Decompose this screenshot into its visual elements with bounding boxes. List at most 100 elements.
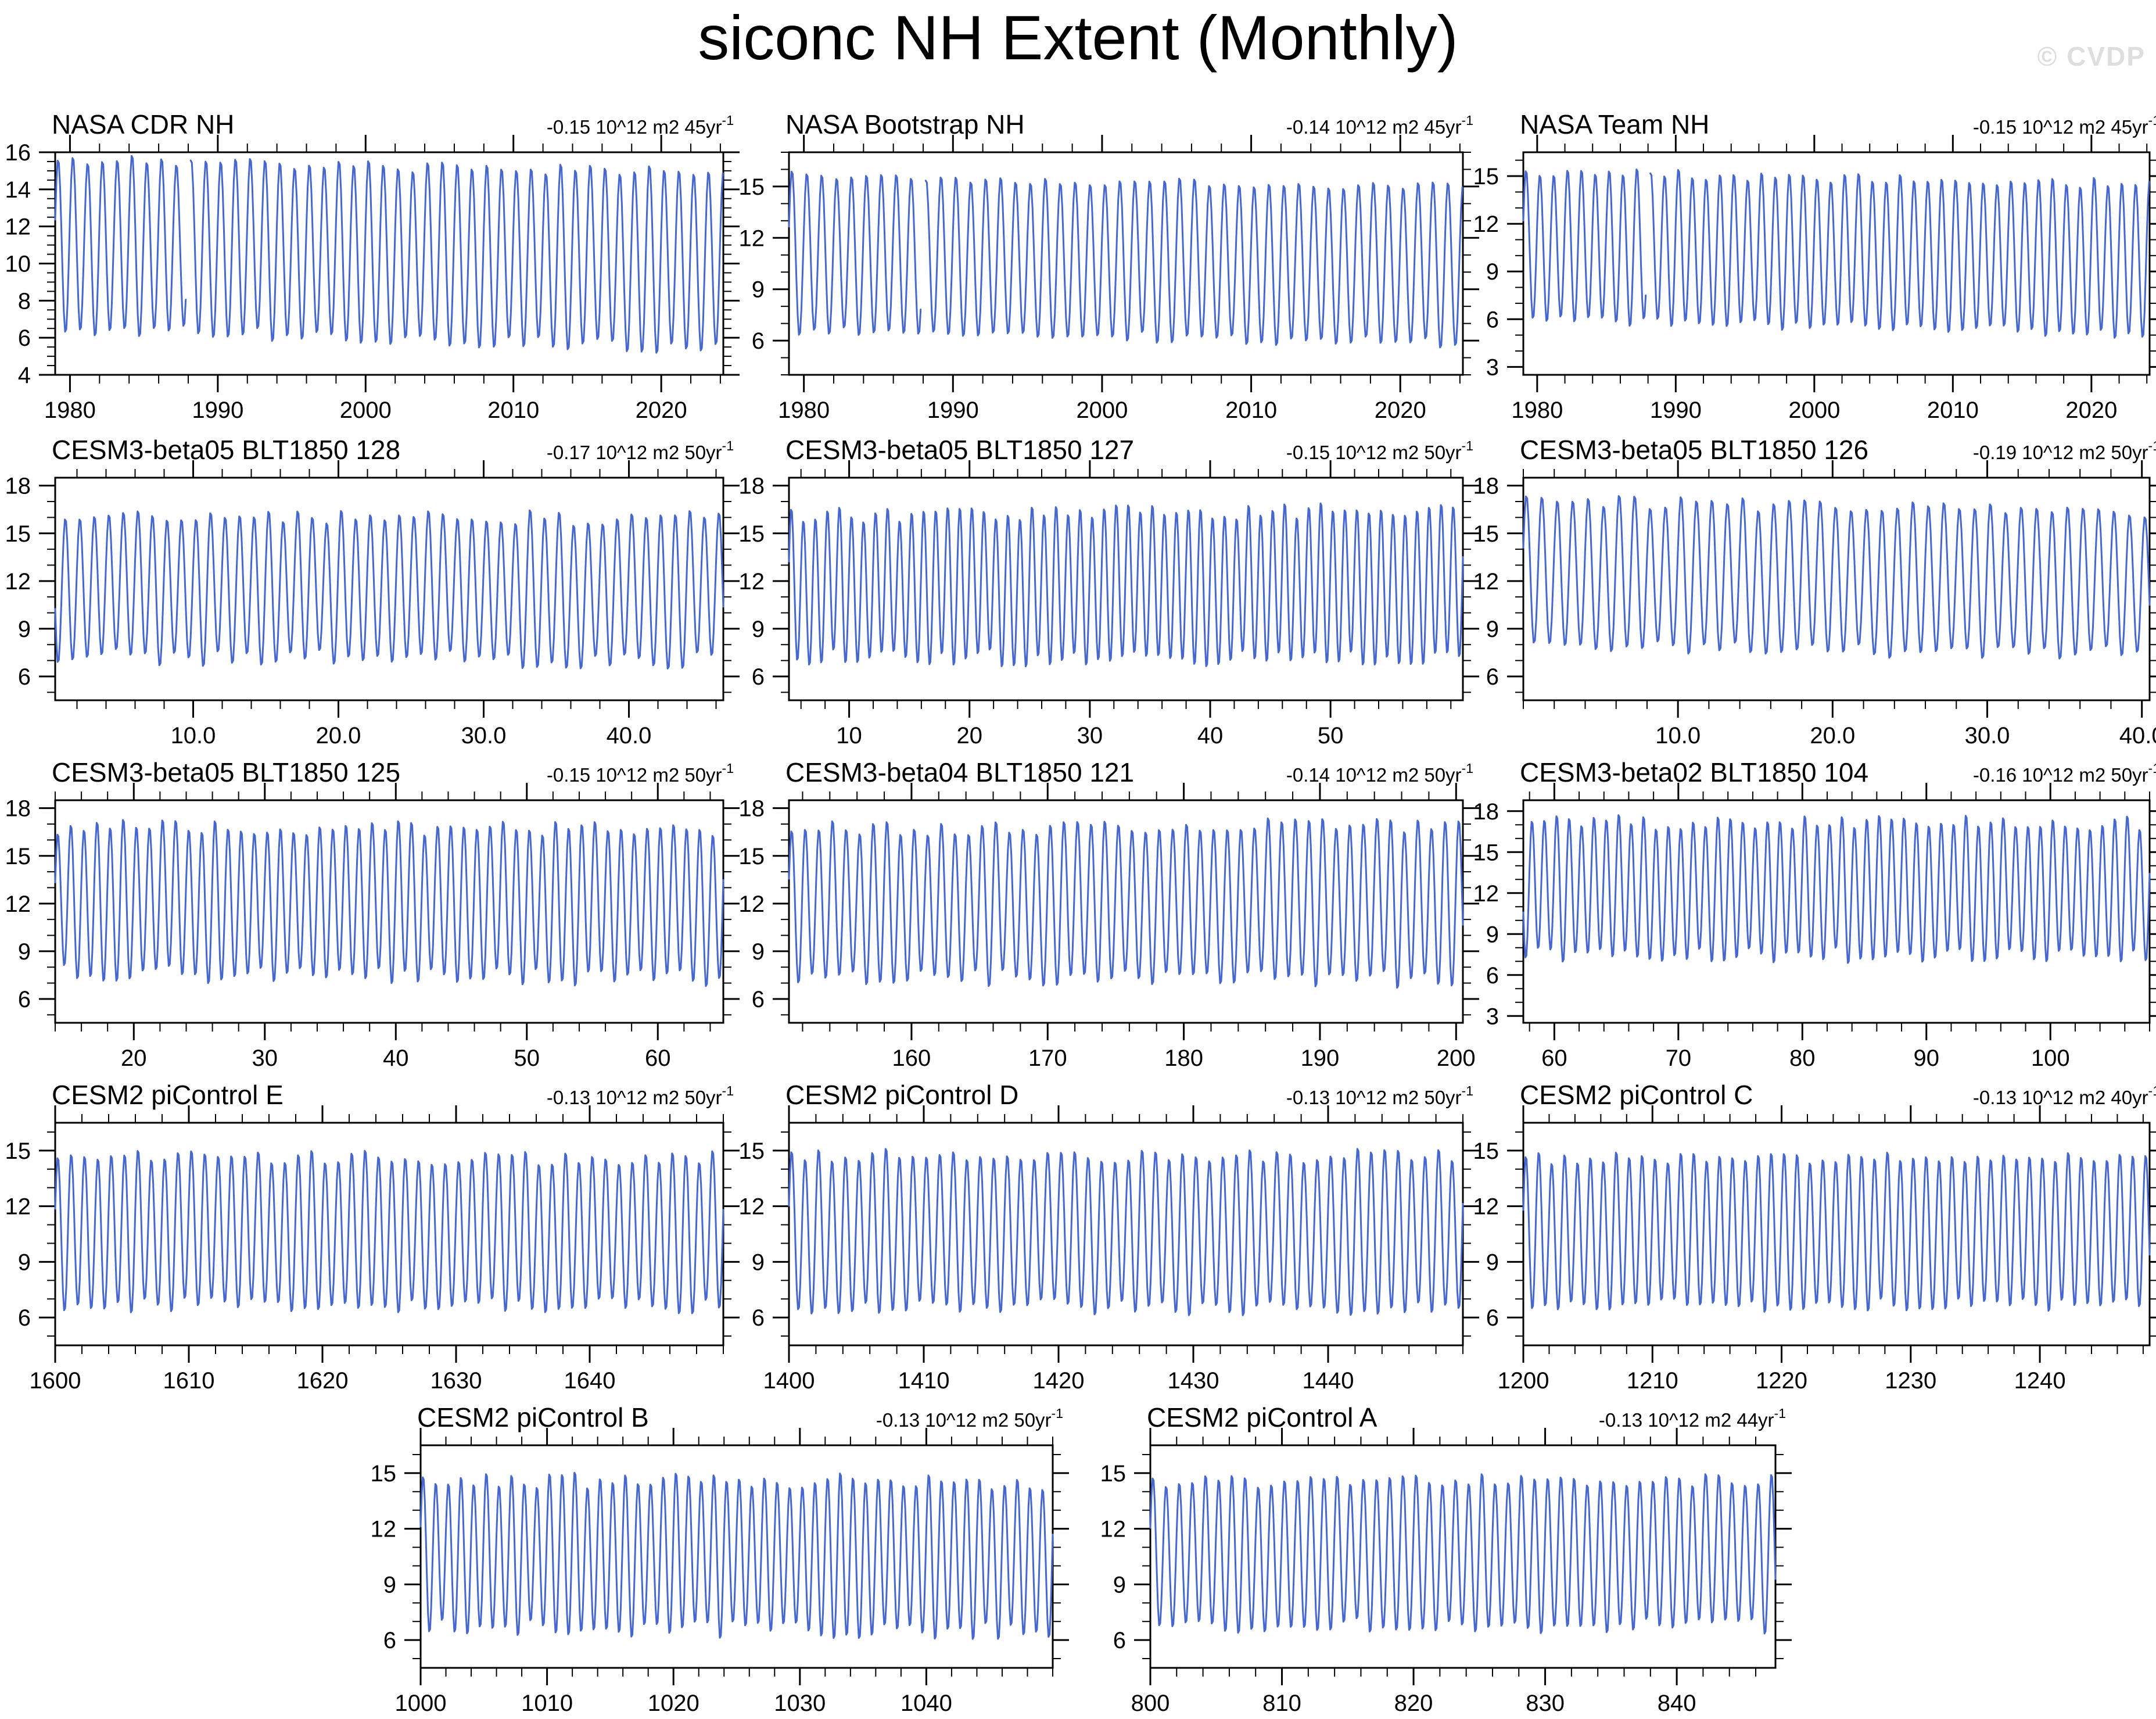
panel-title: NASA Team NH [1520,109,1709,139]
panel-title: CESM3-beta05 BLT1850 125 [52,757,400,787]
x-tick-label: 100 [2031,1045,2070,1071]
x-tick-label: 1220 [1756,1368,1807,1394]
x-tick-label: 2010 [1225,397,1277,423]
x-tick-label: 1630 [431,1368,482,1394]
page-title: siconc NH Extent (Monthly) [698,2,1458,73]
y-tick-label: 12 [1473,1194,1499,1220]
series-line [189,158,724,354]
panel-title: CESM3-beta05 BLT1850 128 [52,435,400,465]
panel-title: CESM3-beta05 BLT1850 127 [785,435,1134,465]
trend-annotation: -0.15 10^12 m2 50yr-1 [547,761,734,786]
x-tick-label: 1610 [163,1368,215,1394]
x-tick-label: 1640 [564,1368,616,1394]
chart-panel-10: 1600 1610 1620 1630 1640 6 9 12 15 CESM2 piContro… [5,1080,740,1394]
x-tick-label: 1620 [297,1368,349,1394]
panel-title: NASA CDR NH [52,109,234,139]
y-tick-label: 9 [1113,1572,1126,1598]
x-tick-label: 1980 [778,397,830,423]
trend-annotation: -0.13 10^12 m2 40yr-1 [1973,1083,2156,1108]
x-tick-label: 30.0 [461,723,507,749]
y-tick-label: 6 [752,987,765,1012]
y-tick-label: 12 [739,1194,765,1220]
series-line [788,1148,1464,1316]
x-tick-label: 30 [1077,723,1103,749]
x-tick-label: 2000 [340,397,392,423]
x-tick-label: 2000 [1788,397,1840,423]
panel-title: CESM2 piControl B [417,1402,649,1432]
x-tick-label: 1030 [774,1691,826,1716]
series-line [1149,1473,1777,1635]
x-tick-label: 800 [1131,1691,1170,1716]
trend-annotation: -0.13 10^12 m2 50yr-1 [547,1083,734,1108]
x-tick-label: 180 [1164,1045,1203,1071]
chart-panel-14: 800 810 820 830 840 6 9 12 15 CESM2 piControl A -0… [1100,1402,1792,1716]
x-tick-label: 1210 [1627,1368,1678,1394]
chart-panel-4: 10.0 20.0 30.0 40.0 6 9 12 15 18 CESM3-beta05 BLT… [5,435,740,749]
series-line [1522,495,2151,660]
panel-title: CESM2 piControl A [1147,1402,1377,1432]
x-tick-label: 40.0 [607,723,652,749]
y-tick-label: 15 [371,1461,397,1487]
chart-panel-5: 10 20 30 40 50 6 9 12 15 18 CESM3-beta05 BLT1850 1… [739,435,1479,749]
y-tick-label: 6 [752,664,765,690]
x-tick-label: 190 [1301,1045,1340,1071]
y-tick-label: 9 [752,1249,765,1275]
x-tick-label: 1000 [395,1691,447,1716]
y-tick-label: 9 [752,939,765,965]
plot-frame [54,799,724,1024]
x-tick-label: 10.0 [171,723,216,749]
x-tick-label: 30 [252,1045,278,1071]
x-tick-label: 1600 [30,1368,81,1394]
y-tick-label: 12 [5,1194,31,1220]
x-tick-label: 1980 [1511,397,1563,423]
trend-annotation: -0.13 10^12 m2 50yr-1 [1286,1083,1473,1108]
y-tick-label: 10 [5,252,31,277]
y-tick-label: 6 [752,328,765,354]
plot-frame [1522,799,2151,1024]
chart-panel-6: 10.0 20.0 30.0 40.0 6 9 12 15 18 CESM3-beta05 BLT… [1473,435,2156,749]
panel-title: NASA Bootstrap NH [785,109,1025,139]
x-tick-label: 2020 [636,397,687,423]
x-tick-label: 1240 [2014,1368,2066,1394]
panel-title: CESM3-beta04 BLT1850 121 [785,757,1134,787]
y-tick-label: 3 [1486,354,1499,380]
panel-title: CESM2 piControl C [1520,1080,1753,1110]
series-line [924,176,1463,349]
chart-panel-13: 1000 1010 1020 1030 1040 6 9 12 15 CESM2 piContro… [371,1402,1069,1716]
series-line [54,1149,724,1315]
x-tick-label: 160 [892,1045,931,1071]
y-tick-label: 15 [1100,1461,1127,1487]
chart-panel-1: 1980 1990 2000 2010 2020 4 6 8 10 12 14 16 NASA CDR … [5,109,740,423]
x-tick-label: 2010 [487,397,539,423]
x-tick-label: 80 [1789,1045,1816,1071]
panel-title: CESM3-beta02 BLT1850 104 [1520,757,1868,787]
y-tick-label: 15 [1473,1138,1499,1164]
trend-annotation: -0.15 10^12 m2 45yr-1 [1973,113,2156,138]
y-tick-label: 12 [1473,881,1499,907]
y-tick-label: 15 [739,844,765,869]
y-tick-label: 9 [1486,617,1499,642]
y-tick-label: 9 [18,939,31,965]
x-tick-label: 2000 [1076,397,1128,423]
series-line [1522,1151,2151,1313]
x-tick-label: 40 [383,1045,409,1071]
y-tick-label: 12 [1100,1517,1127,1542]
y-tick-label: 9 [752,617,765,642]
x-tick-label: 20 [956,723,982,749]
x-tick-label: 1990 [192,397,243,423]
x-tick-label: 40.0 [2119,723,2156,749]
x-tick-label: 30.0 [1965,723,2010,749]
trend-annotation: -0.17 10^12 m2 50yr-1 [547,438,734,463]
x-tick-label: 1440 [1303,1368,1354,1394]
y-tick-label: 6 [1486,664,1499,690]
y-tick-label: 9 [383,1572,396,1598]
x-tick-label: 90 [1914,1045,1940,1071]
y-tick-label: 6 [18,1305,31,1331]
cvdp-watermark: © CVDP [2037,41,2146,71]
chart-panel-2: 1980 1990 2000 2010 2020 6 9 12 15 NASA Bootstrap… [739,109,1479,423]
trend-annotation: -0.14 10^12 m2 50yr-1 [1286,761,1473,786]
y-tick-label: 16 [5,140,31,166]
trend-annotation: -0.13 10^12 m2 44yr-1 [1599,1406,1786,1431]
